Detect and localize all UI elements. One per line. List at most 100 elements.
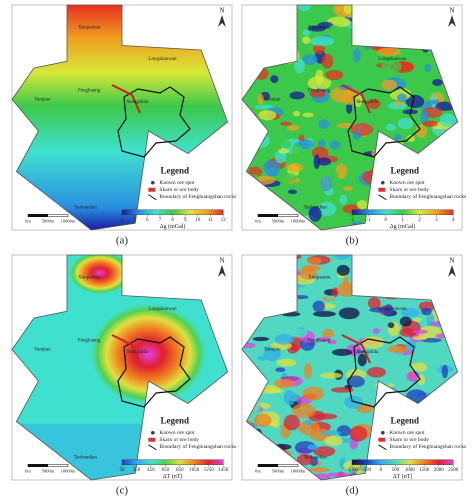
field-blob	[307, 25, 326, 32]
field-blob	[356, 199, 368, 210]
legend-line	[148, 444, 157, 451]
skarn	[341, 334, 371, 364]
field-blob	[349, 425, 368, 442]
field-blob	[321, 53, 334, 69]
field-blob	[274, 378, 295, 389]
field-blob	[313, 446, 336, 457]
field-blob	[278, 148, 290, 154]
field-blob	[331, 287, 339, 298]
legend-item: Known ore spot	[389, 430, 425, 436]
field-blob	[302, 54, 318, 66]
field-blob	[396, 93, 407, 102]
field-blob	[399, 316, 412, 327]
scale-label: 0m	[25, 468, 31, 473]
colorbar-tick-label: 50	[120, 468, 126, 473]
colorbar-tick-label: 8	[171, 218, 174, 223]
field-blob	[311, 128, 324, 143]
field-blob	[302, 386, 324, 401]
field-blob	[294, 58, 305, 74]
field-blob	[336, 425, 351, 437]
field-blob	[315, 336, 332, 342]
field-blob	[313, 413, 338, 420]
field-blob	[410, 362, 427, 373]
field-blob	[298, 134, 305, 142]
colorbar-title: ΔT (nT)	[163, 473, 183, 480]
colorbar-tick-label: -1000	[346, 468, 358, 473]
place-name: Longshanwan	[148, 307, 177, 312]
field-blob	[405, 94, 425, 109]
field-blob	[346, 375, 365, 388]
field-blob	[317, 157, 331, 166]
colorbar-title: ΔT (nT)	[393, 473, 413, 480]
legend-line	[378, 444, 387, 451]
field-blob	[257, 355, 267, 361]
legend-dot	[381, 430, 385, 435]
place-name: Yanqiao	[264, 98, 281, 103]
field-blob	[291, 143, 302, 160]
field-blob	[332, 348, 353, 356]
field-blob	[422, 120, 438, 127]
north-arrow	[448, 15, 456, 27]
panel-label: (d)	[346, 485, 359, 497]
field-blob	[439, 113, 457, 127]
colorbar-tick-label: -1	[367, 218, 372, 223]
place-name: Longshanwan	[148, 57, 177, 62]
field-blob	[425, 100, 439, 105]
field-blob	[417, 374, 426, 386]
field-blob	[299, 266, 317, 280]
scale-label: 5000m	[272, 218, 285, 223]
legend-title: Legend	[391, 416, 420, 426]
field-blob	[424, 63, 431, 72]
place-name: Xinqiaotun	[308, 276, 331, 281]
colorbar-tick-label: 4	[452, 218, 455, 223]
panel-label: (a)	[116, 235, 129, 247]
legend-skarn	[148, 187, 156, 192]
colorbar-tick-label: 9	[184, 218, 187, 223]
legend-item: Known ore spot	[159, 430, 195, 436]
legend-skarn	[378, 187, 386, 192]
field-blob	[312, 310, 336, 317]
field-blob	[322, 328, 335, 339]
colorbar-tick-label: -2	[350, 218, 355, 223]
place-name: Xinqiaotun	[78, 26, 101, 31]
scale-label: 5000m	[42, 468, 55, 473]
field-blob	[289, 91, 305, 100]
field-blob	[287, 125, 300, 132]
colorbar-tick-label: 1000	[405, 468, 416, 473]
north-label: N	[449, 257, 454, 265]
place-name: Xinqiaotun	[308, 26, 331, 31]
panel: Xinqiaotun Longshanwan Yanqiao Fenghuang She…	[11, 4, 236, 231]
colorbar	[121, 459, 224, 465]
field-blob	[400, 308, 420, 318]
field-blob	[381, 59, 402, 74]
field-blob	[313, 44, 326, 55]
field-blob	[308, 206, 322, 222]
anomaly	[68, 255, 132, 295]
colorbar-tick-label: 1050	[189, 468, 200, 473]
field-blob	[411, 329, 429, 334]
field-blob	[307, 76, 332, 90]
field-blob	[335, 215, 345, 225]
field-blob	[338, 307, 360, 320]
colorbar-title: Δg (mGal)	[160, 223, 186, 230]
field-blob	[301, 36, 311, 44]
field-blob	[318, 119, 330, 130]
north-arrow	[218, 15, 226, 27]
scale-label: 10000m	[61, 218, 76, 223]
place-name: Yanqiao	[264, 348, 281, 353]
skarn	[111, 334, 141, 364]
field-blob	[275, 367, 286, 373]
colorbar-title: Δg (mGal)	[390, 223, 416, 230]
field-blob	[397, 117, 414, 130]
legend-title: Legend	[391, 166, 420, 176]
field-blob	[292, 403, 316, 419]
field-blob	[274, 333, 294, 345]
north-label: N	[219, 257, 224, 265]
colorbar-tick-label: 6	[146, 218, 149, 223]
scale-label: 10000m	[61, 468, 76, 473]
place-name: Taohuadian	[74, 206, 98, 211]
field-blob	[306, 15, 314, 25]
field-blob	[327, 339, 337, 345]
colorbar-tick-label: 250	[133, 468, 141, 473]
